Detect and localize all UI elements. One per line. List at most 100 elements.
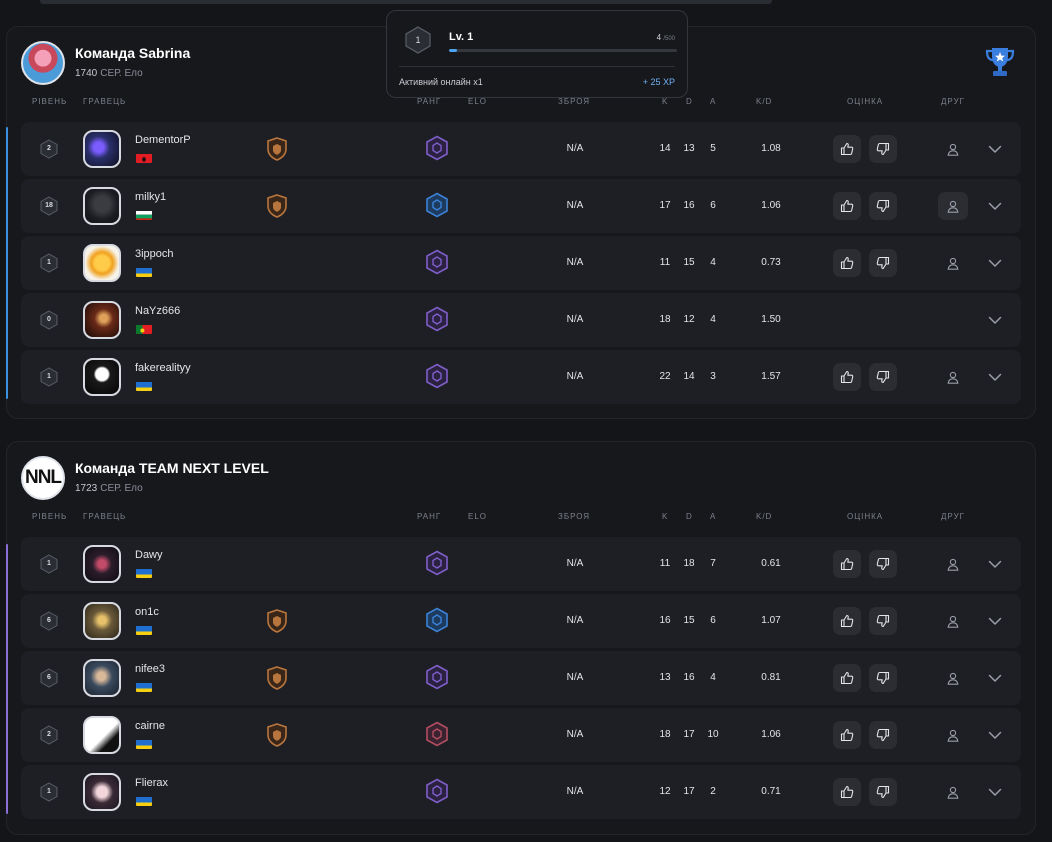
player-row[interactable]: 1 Dawy N/A 11 18 7 0.61 bbox=[21, 537, 1021, 591]
like-button[interactable] bbox=[833, 249, 861, 277]
player-row[interactable]: 1 fakerealityy N/A 22 14 3 1.57 bbox=[21, 350, 1021, 404]
player-row[interactable]: 1 Flierax N/A 12 17 2 0.71 bbox=[21, 765, 1021, 819]
player-nickname[interactable]: Dawy bbox=[135, 549, 163, 561]
avatar[interactable] bbox=[83, 602, 121, 640]
rank-hexagon-icon[interactable] bbox=[425, 306, 449, 332]
avatar[interactable] bbox=[83, 358, 121, 396]
avatar[interactable] bbox=[83, 187, 121, 225]
column-header-weapon[interactable]: ЗБРОЯ bbox=[558, 97, 591, 106]
add-friend-button[interactable] bbox=[938, 192, 968, 220]
add-friend-button[interactable] bbox=[938, 135, 968, 163]
add-friend-button[interactable] bbox=[938, 249, 968, 277]
column-header-d[interactable]: D bbox=[686, 512, 693, 521]
player-row[interactable]: 2 DementorP N/A 14 13 5 1.08 bbox=[21, 122, 1021, 176]
player-nickname[interactable]: Flierax bbox=[135, 777, 169, 789]
column-header-rank[interactable]: РАНГ bbox=[417, 512, 442, 521]
avatar[interactable] bbox=[83, 659, 121, 697]
like-button[interactable] bbox=[833, 721, 861, 749]
player-row[interactable]: 6 nifee3 N/A 13 16 4 0.81 bbox=[21, 651, 1021, 705]
column-header-friend[interactable]: ДРУГ bbox=[941, 512, 965, 521]
player-nickname[interactable]: NaYz666 bbox=[135, 305, 181, 317]
column-header-a[interactable]: A bbox=[710, 512, 717, 521]
player-nickname[interactable]: 3ippoch bbox=[135, 248, 174, 260]
player-nickname[interactable]: nifee3 bbox=[135, 663, 165, 675]
rank-hexagon-icon[interactable] bbox=[425, 192, 449, 218]
column-header-elo[interactable]: ELO bbox=[468, 97, 488, 106]
column-header-level[interactable]: РІВЕНЬ bbox=[32, 97, 68, 106]
player-row[interactable]: 0 NaYz666 N/A 18 12 4 1.50 bbox=[21, 293, 1021, 347]
like-button[interactable] bbox=[833, 135, 861, 163]
avatar[interactable] bbox=[83, 301, 121, 339]
rank-hexagon-icon[interactable] bbox=[425, 607, 449, 633]
avatar[interactable] bbox=[83, 716, 121, 754]
avatar[interactable] bbox=[83, 244, 121, 282]
expand-row-button[interactable] bbox=[985, 367, 1005, 387]
column-header-weapon[interactable]: ЗБРОЯ bbox=[558, 512, 591, 521]
player-nickname[interactable]: cairne bbox=[135, 720, 165, 732]
dislike-button[interactable] bbox=[869, 664, 897, 692]
player-row[interactable]: 18 milky1 N/A 17 16 6 1.06 bbox=[21, 179, 1021, 233]
add-friend-button[interactable] bbox=[938, 664, 968, 692]
team-name[interactable]: Команда Sabrina bbox=[75, 45, 191, 61]
add-friend-button[interactable] bbox=[938, 607, 968, 635]
like-button[interactable] bbox=[833, 664, 861, 692]
like-button[interactable] bbox=[833, 192, 861, 220]
player-nickname[interactable]: DementorP bbox=[135, 134, 191, 146]
column-header-kd[interactable]: K/D bbox=[756, 512, 773, 521]
expand-row-button[interactable] bbox=[985, 725, 1005, 745]
add-friend-button[interactable] bbox=[938, 721, 968, 749]
rank-hexagon-icon[interactable] bbox=[425, 363, 449, 389]
avatar[interactable] bbox=[83, 130, 121, 168]
rank-hexagon-icon[interactable] bbox=[425, 778, 449, 804]
column-header-kd[interactable]: K/D bbox=[756, 97, 773, 106]
expand-row-button[interactable] bbox=[985, 668, 1005, 688]
rank-hexagon-icon[interactable] bbox=[425, 249, 449, 275]
expand-row-button[interactable] bbox=[985, 196, 1005, 216]
add-friend-button[interactable] bbox=[938, 550, 968, 578]
column-header-rating[interactable]: ОЦІНКА bbox=[847, 97, 884, 106]
rank-hexagon-icon[interactable] bbox=[425, 664, 449, 690]
rank-hexagon-icon[interactable] bbox=[425, 550, 449, 576]
dislike-button[interactable] bbox=[869, 607, 897, 635]
like-button[interactable] bbox=[833, 607, 861, 635]
column-header-elo[interactable]: ELO bbox=[468, 512, 488, 521]
expand-row-button[interactable] bbox=[985, 139, 1005, 159]
expand-row-button[interactable] bbox=[985, 253, 1005, 273]
dislike-button[interactable] bbox=[869, 550, 897, 578]
column-header-d[interactable]: D bbox=[686, 97, 693, 106]
like-button[interactable] bbox=[833, 778, 861, 806]
column-header-rating[interactable]: ОЦІНКА bbox=[847, 512, 884, 521]
avatar[interactable] bbox=[83, 545, 121, 583]
column-header-a[interactable]: A bbox=[710, 97, 717, 106]
like-button[interactable] bbox=[833, 363, 861, 391]
player-row[interactable]: 6 on1c N/A 16 15 6 1.07 bbox=[21, 594, 1021, 648]
expand-row-button[interactable] bbox=[985, 611, 1005, 631]
dislike-button[interactable] bbox=[869, 363, 897, 391]
dislike-button[interactable] bbox=[869, 192, 897, 220]
player-nickname[interactable]: fakerealityy bbox=[135, 362, 191, 374]
team-logo[interactable] bbox=[21, 41, 65, 85]
column-header-friend[interactable]: ДРУГ bbox=[941, 97, 965, 106]
player-nickname[interactable]: milky1 bbox=[135, 191, 167, 203]
add-friend-button[interactable] bbox=[938, 778, 968, 806]
like-button[interactable] bbox=[833, 550, 861, 578]
player-row[interactable]: 2 cairne N/A 18 17 10 1.06 bbox=[21, 708, 1021, 762]
expand-row-button[interactable] bbox=[985, 310, 1005, 330]
rank-hexagon-icon[interactable] bbox=[425, 721, 449, 747]
dislike-button[interactable] bbox=[869, 135, 897, 163]
rank-hexagon-icon[interactable] bbox=[425, 135, 449, 161]
add-friend-button[interactable] bbox=[938, 363, 968, 391]
player-row[interactable]: 1 3ippoch N/A 11 15 4 0.73 bbox=[21, 236, 1021, 290]
dislike-button[interactable] bbox=[869, 721, 897, 749]
expand-row-button[interactable] bbox=[985, 782, 1005, 802]
player-nickname[interactable]: on1c bbox=[135, 606, 159, 618]
team-name[interactable]: Команда TEAM NEXT LEVEL bbox=[75, 460, 269, 476]
team-logo[interactable]: NNL bbox=[21, 456, 65, 500]
expand-row-button[interactable] bbox=[985, 554, 1005, 574]
avatar[interactable] bbox=[83, 773, 121, 811]
dislike-button[interactable] bbox=[869, 778, 897, 806]
column-header-rank[interactable]: РАНГ bbox=[417, 97, 442, 106]
column-header-level[interactable]: РІВЕНЬ bbox=[32, 512, 68, 521]
column-header-k[interactable]: K bbox=[662, 97, 669, 106]
top-scrollbar[interactable] bbox=[40, 0, 772, 4]
